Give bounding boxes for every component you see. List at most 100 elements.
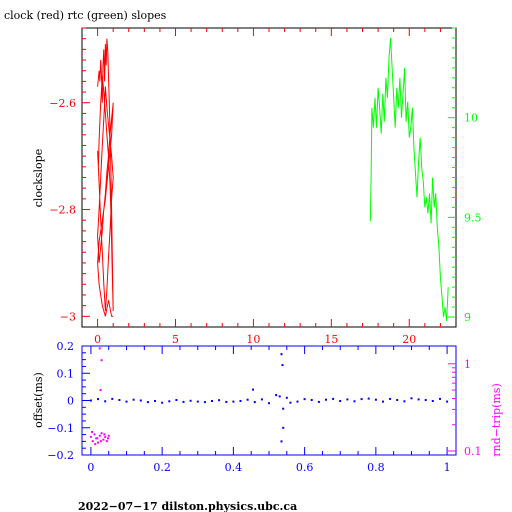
- round-trip-point: [100, 359, 103, 362]
- offset-point: [182, 400, 185, 403]
- footer-text: 2022−07−17 dilston.physics.ubc.ca: [78, 500, 297, 512]
- offset-point: [353, 400, 356, 403]
- top-x-tick-label: 15: [324, 333, 338, 346]
- bottom-x-tick-label: 0.8: [367, 461, 385, 474]
- round-trip-point: [93, 433, 96, 436]
- top-y-tick-label: −2.6: [49, 97, 76, 110]
- bottom-y-tick-label: 0.1: [57, 367, 75, 380]
- offset-point: [125, 400, 128, 403]
- round-trip-point: [103, 433, 106, 436]
- bottom-y-axis-label: offset(ms): [32, 372, 45, 428]
- offset-point: [139, 399, 142, 402]
- bottom-right-y-tick-label: 0.1: [464, 445, 482, 458]
- offset-point: [346, 398, 349, 401]
- top-y-axis-label: clockslope: [32, 149, 45, 207]
- offset-point: [203, 401, 206, 404]
- bottom-x-ticks: 0 0.2 0.4 0.6 0.8 1: [87, 346, 451, 474]
- offset-point: [417, 398, 420, 401]
- top-y-ticks: −2.6 −2.8 −3: [49, 27, 90, 323]
- top-chart-title: clock (red) rtc (green) slopes: [4, 9, 167, 22]
- round-trip-point: [107, 434, 110, 437]
- offset-point: [325, 398, 327, 401]
- offset-point: [232, 400, 235, 403]
- offset-point: [161, 401, 164, 404]
- bottom-y-tick-label: −0.1: [47, 422, 74, 435]
- offset-point: [97, 398, 99, 401]
- offset-point: [285, 396, 288, 399]
- top-chart: clock (red) rtc (green) slopes clockslop…: [4, 9, 482, 346]
- bottom-y-tick-label: −0.2: [47, 449, 74, 462]
- round-trip-point: [99, 389, 102, 392]
- bottom-x-tick-label: 0.4: [225, 461, 243, 474]
- bottom-series-points: [89, 347, 449, 446]
- top-x-ticks: 0 5 10 15 20: [94, 28, 441, 346]
- offset-point: [268, 402, 270, 405]
- offset-point: [374, 398, 377, 401]
- bottom-right-y-ticks: 10.1: [448, 358, 482, 458]
- offset-point: [146, 401, 149, 404]
- offset-point: [282, 426, 285, 429]
- round-trip-point: [104, 435, 107, 438]
- bottom-x-tick-label: 1: [444, 461, 451, 474]
- round-trip-point: [91, 431, 93, 433]
- bottom-right-y-axis-label: rnd−trip(ms): [490, 383, 503, 457]
- bottom-y-tick-label: 0.2: [57, 340, 75, 353]
- round-trip-point: [98, 347, 101, 350]
- offset-point: [410, 397, 413, 400]
- top-x-tick-label: 5: [172, 333, 179, 346]
- offset-point: [132, 398, 135, 401]
- round-trip-point: [91, 440, 94, 443]
- top-series-lines: [97, 37, 449, 322]
- offset-point: [439, 397, 441, 400]
- round-trip-point: [105, 440, 108, 443]
- offset-point: [360, 398, 363, 401]
- round-trip-point: [99, 440, 102, 443]
- clock-slope-series-line: [97, 38, 114, 317]
- offset-point: [332, 397, 335, 400]
- round-trip-point: [107, 437, 109, 440]
- offset-point: [239, 400, 242, 402]
- offset-point: [282, 407, 285, 410]
- offset-point: [303, 398, 306, 401]
- round-trip-point: [97, 441, 99, 444]
- offset-point: [310, 399, 313, 401]
- bottom-x-tick-label: 0: [87, 461, 94, 474]
- offset-point: [382, 400, 384, 403]
- offset-point: [253, 401, 256, 404]
- offset-point: [396, 399, 399, 401]
- offset-point: [296, 400, 299, 403]
- offset-point: [118, 399, 121, 401]
- top-x-tick-label: 0: [94, 333, 101, 346]
- bottom-right-y-tick-label: 1: [464, 358, 471, 371]
- round-trip-point: [102, 438, 105, 441]
- offset-point: [280, 353, 283, 356]
- round-trip-point: [98, 434, 101, 437]
- offset-point: [225, 400, 228, 403]
- offset-point: [339, 400, 342, 402]
- offset-point: [154, 400, 156, 402]
- round-trip-point: [94, 443, 97, 446]
- offset-point: [317, 400, 320, 403]
- offset-point: [175, 399, 178, 401]
- offset-point: [367, 397, 370, 400]
- offset-point: [281, 364, 284, 367]
- offset-point: [446, 400, 449, 403]
- offset-point: [246, 398, 249, 401]
- top-y-tick-label: −2.8: [49, 204, 76, 217]
- top-right-y-tick-label: 9: [464, 311, 471, 324]
- offset-point: [275, 394, 278, 397]
- offset-point: [89, 399, 92, 402]
- offset-point: [252, 388, 254, 391]
- offset-point: [218, 399, 221, 402]
- bottom-chart: offset(ms) rnd−trip(ms) 0 0.2 0.4 0.6 0.8 1 0…: [32, 340, 503, 474]
- rtc-slope-series-line: [369, 37, 449, 322]
- offset-point: [424, 399, 427, 401]
- top-y-tick-label: −3: [60, 310, 76, 323]
- offset-point: [280, 440, 283, 443]
- bottom-y-tick-label: 0: [67, 395, 74, 408]
- offset-point: [289, 401, 292, 404]
- top-right-y-ticks: 109.59: [448, 27, 482, 324]
